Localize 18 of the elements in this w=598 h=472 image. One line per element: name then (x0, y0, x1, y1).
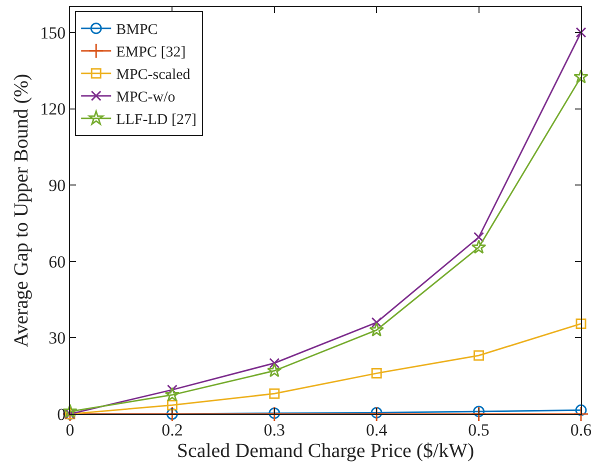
x-axis-title: Scaled Demand Charge Price ($/kW) (176, 440, 474, 462)
legend-label: MPC-scaled (116, 67, 191, 84)
legend-label: BMPC (116, 22, 158, 38)
y-tick-label: 150 (40, 23, 66, 42)
x-tick-label: 0.2 (162, 420, 183, 440)
y-tick-label: 90 (48, 176, 66, 196)
legend-label: MPC-w/o (116, 90, 176, 106)
y-axis-title: Average Gap to Upper Bound (%) (10, 74, 33, 348)
y-tick-label: 120 (40, 100, 66, 119)
legend-label: LLF-LD [27] (116, 112, 197, 128)
y-tick-label: 30 (48, 328, 66, 348)
x-tick-label: 0.4 (366, 420, 388, 440)
x-tick-label: 0.3 (264, 420, 286, 440)
x-tick-label: 0.5 (468, 420, 490, 440)
y-tick-label: 60 (48, 252, 66, 272)
y-tick-label: 0 (57, 404, 66, 424)
x-tick-label: 0.6 (570, 420, 592, 440)
legend-label: EMPC [32] (116, 44, 186, 61)
